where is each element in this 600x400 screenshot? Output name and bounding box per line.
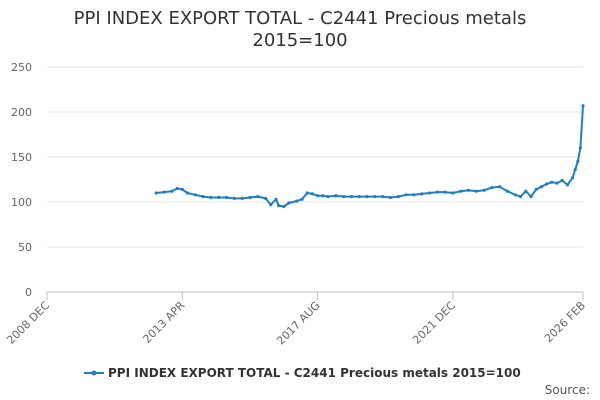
data-point[interactable] xyxy=(534,187,538,191)
data-point[interactable] xyxy=(560,178,564,182)
y-tick-label: 0 xyxy=(25,286,32,299)
data-point[interactable] xyxy=(326,195,330,199)
data-point[interactable] xyxy=(576,159,580,164)
data-point[interactable] xyxy=(388,195,393,200)
y-tick-label: 200 xyxy=(11,106,32,119)
data-point[interactable] xyxy=(555,181,559,185)
data-point[interactable] xyxy=(300,197,304,201)
data-point[interactable] xyxy=(305,191,309,195)
data-point[interactable] xyxy=(571,176,575,180)
data-point[interactable] xyxy=(274,197,278,201)
data-point[interactable] xyxy=(170,189,174,193)
data-point[interactable] xyxy=(404,193,408,197)
data-point[interactable] xyxy=(310,192,314,196)
data-point[interactable] xyxy=(201,195,205,199)
data-point[interactable] xyxy=(342,195,346,199)
data-point[interactable] xyxy=(248,195,252,200)
data-point[interactable] xyxy=(282,204,286,209)
data-point[interactable] xyxy=(451,191,455,195)
series-line[interactable] xyxy=(156,105,584,208)
data-point[interactable] xyxy=(490,186,494,190)
data-point[interactable] xyxy=(224,195,229,200)
data-point[interactable] xyxy=(277,204,281,208)
data-point[interactable] xyxy=(162,190,166,194)
data-point[interactable] xyxy=(154,191,158,195)
data-point[interactable] xyxy=(581,104,585,108)
data-point[interactable] xyxy=(412,193,416,197)
y-axis-ticks: 0 50 100 150 200 250 xyxy=(11,61,32,299)
data-point[interactable] xyxy=(185,191,190,195)
data-point[interactable] xyxy=(232,196,236,200)
data-point[interactable] xyxy=(443,190,447,194)
data-point[interactable] xyxy=(381,195,385,199)
x-tick-label: 2026 FEB xyxy=(542,299,588,345)
data-point[interactable] xyxy=(427,191,432,195)
series-group xyxy=(154,104,585,209)
y-tick-label: 150 xyxy=(11,151,32,164)
chart-title-line-2: 2015=100 xyxy=(252,30,347,51)
data-point[interactable] xyxy=(573,168,577,172)
data-point[interactable] xyxy=(217,195,221,200)
data-point[interactable] xyxy=(565,183,570,187)
data-point[interactable] xyxy=(420,192,424,196)
data-point[interactable] xyxy=(180,187,184,191)
chart-title-line-1: PPI INDEX EXPORT TOTAL - C2441 Precious … xyxy=(74,8,527,29)
data-point[interactable] xyxy=(269,203,273,207)
data-point[interactable] xyxy=(519,195,523,199)
legend-label: PPI INDEX EXPORT TOTAL - C2441 Precious … xyxy=(108,366,521,380)
data-point[interactable] xyxy=(287,201,291,205)
data-point[interactable] xyxy=(175,186,179,191)
data-point[interactable] xyxy=(334,194,338,198)
legend-dot-marker xyxy=(91,370,97,376)
data-point[interactable] xyxy=(474,189,478,193)
y-tick-label: 100 xyxy=(11,196,32,209)
data-point[interactable] xyxy=(316,194,320,198)
data-point[interactable] xyxy=(539,185,544,189)
data-point[interactable] xyxy=(321,194,325,198)
data-point[interactable] xyxy=(256,195,260,199)
data-point[interactable] xyxy=(357,195,361,199)
x-tick-label: 2008 DEC xyxy=(4,299,52,347)
data-point[interactable] xyxy=(578,146,583,150)
legend[interactable]: PPI INDEX EXPORT TOTAL - C2441 Precious … xyxy=(84,366,521,380)
data-point[interactable] xyxy=(498,185,502,189)
data-point[interactable] xyxy=(482,188,486,192)
x-tick-label: 2013 APR xyxy=(141,299,188,346)
x-tick-label: 2021 DEC xyxy=(410,299,458,347)
data-point[interactable] xyxy=(396,195,400,199)
x-axis: 2008 DEC 2013 APR 2017 AUG 2021 DEC 2026 FEB xyxy=(4,292,588,347)
data-point[interactable] xyxy=(264,196,268,200)
data-point[interactable] xyxy=(240,196,244,200)
data-point[interactable] xyxy=(435,190,439,194)
grid-lines xyxy=(47,66,583,293)
source-label: Source: xyxy=(545,383,590,397)
data-point[interactable] xyxy=(550,180,554,184)
data-point[interactable] xyxy=(466,188,471,192)
data-point[interactable] xyxy=(349,195,353,199)
data-point[interactable] xyxy=(193,193,197,197)
y-tick-label: 250 xyxy=(11,61,32,74)
data-point[interactable] xyxy=(529,195,533,199)
data-point[interactable] xyxy=(459,189,463,193)
data-point[interactable] xyxy=(545,182,549,186)
x-tick-label: 2017 AUG xyxy=(274,299,323,348)
data-point[interactable] xyxy=(373,195,377,199)
data-point[interactable] xyxy=(505,189,510,193)
data-point[interactable] xyxy=(524,189,528,193)
y-tick-label: 50 xyxy=(18,241,32,254)
data-point[interactable] xyxy=(209,195,213,200)
data-point[interactable] xyxy=(365,195,369,199)
data-point[interactable] xyxy=(513,193,517,197)
data-point[interactable] xyxy=(295,199,299,203)
